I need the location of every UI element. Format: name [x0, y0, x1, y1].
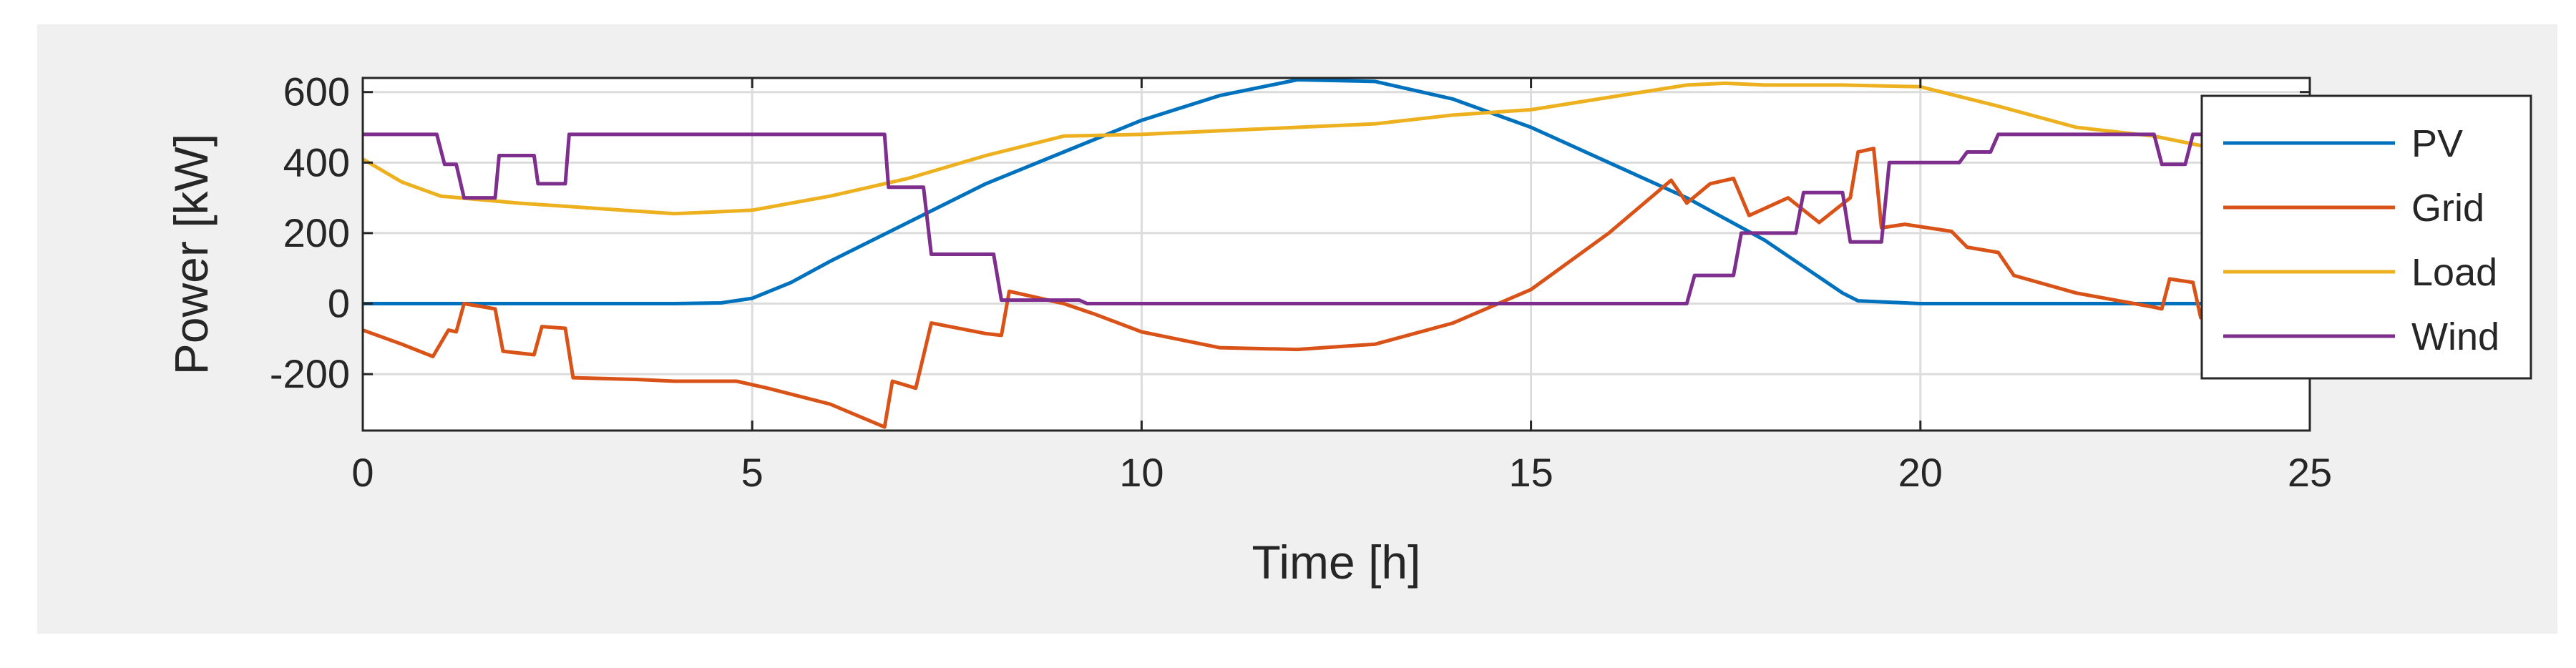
series-layer — [363, 78, 2310, 429]
y-tick-label: 200 — [283, 210, 350, 255]
y-axis-ticks: -200 0 200 400 600 — [270, 69, 2310, 396]
figure-background: 0 5 10 15 20 25 -200 0 200 400 600 Time [h] Power… — [37, 24, 2557, 634]
line-chart: 0 5 10 15 20 25 -200 0 200 400 600 Time [h] Power… — [165, 69, 2532, 589]
legend-label: PV — [2411, 122, 2463, 165]
x-tick-label: 10 — [1119, 450, 1163, 495]
series-line-pv — [363, 78, 2310, 305]
y-tick-label: 400 — [283, 139, 350, 185]
y-tick-label: 0 — [328, 281, 350, 326]
x-tick-label: 0 — [351, 450, 374, 495]
legend-label: Load — [2411, 251, 2497, 294]
y-tick-label: -200 — [270, 351, 350, 396]
series-line-load — [363, 81, 2272, 216]
y-axis-label: Power [kW] — [165, 134, 218, 375]
legend: PV Grid Load Wind — [2200, 94, 2532, 380]
y-tick-label: 600 — [283, 69, 350, 114]
series-line-wind — [363, 132, 2271, 305]
x-tick-label: 20 — [1898, 450, 1943, 495]
legend-label: Grid — [2411, 187, 2484, 230]
series-line-grid — [363, 147, 2233, 429]
legend-label: Wind — [2411, 315, 2499, 358]
x-axis-label: Time [h] — [1252, 536, 1421, 589]
x-axis-ticks: 0 5 10 15 20 25 — [351, 78, 2332, 495]
x-tick-label: 15 — [1508, 450, 1553, 495]
x-tick-label: 5 — [741, 450, 763, 495]
x-tick-label: 25 — [2288, 450, 2332, 495]
plot-area — [363, 78, 2310, 431]
